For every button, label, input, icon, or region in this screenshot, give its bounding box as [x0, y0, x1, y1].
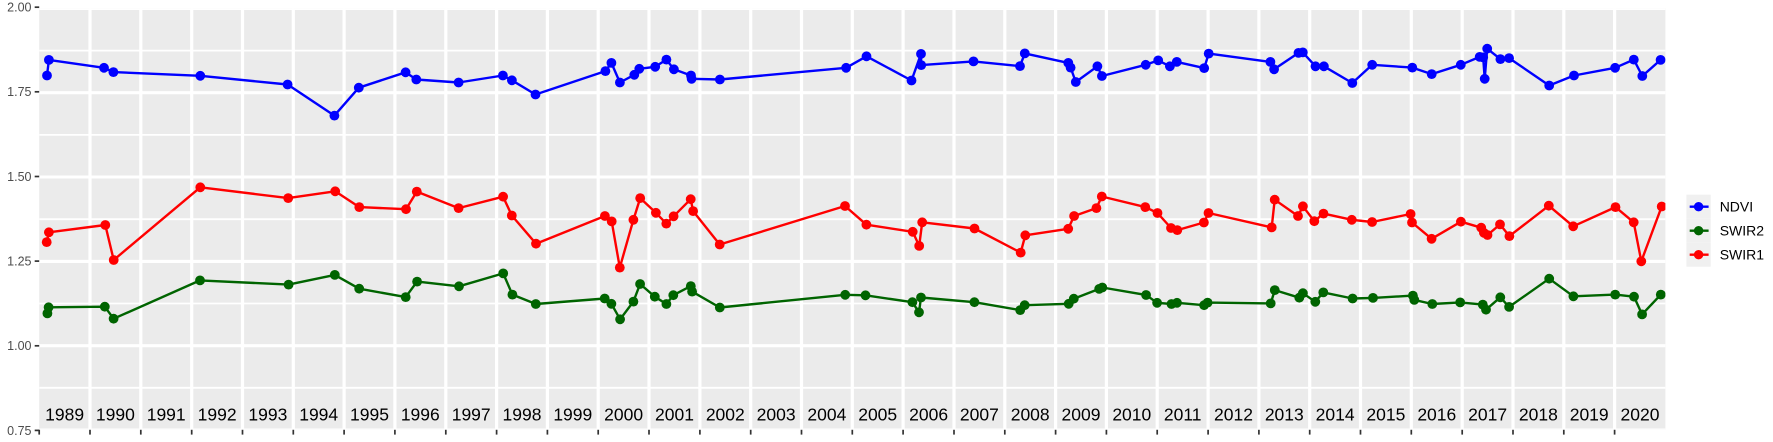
- svg-text:1999: 1999: [553, 405, 592, 425]
- svg-text:2003: 2003: [757, 405, 796, 425]
- svg-text:1.25: 1.25: [7, 255, 31, 269]
- svg-text:1.00: 1.00: [7, 339, 31, 353]
- svg-text:2016: 2016: [1417, 405, 1456, 425]
- svg-text:2005: 2005: [858, 405, 897, 425]
- svg-text:1.50: 1.50: [7, 170, 31, 184]
- svg-text:1995: 1995: [350, 405, 389, 425]
- svg-text:2001: 2001: [655, 405, 694, 425]
- svg-text:2012: 2012: [1214, 405, 1253, 425]
- svg-text:2010: 2010: [1112, 405, 1151, 425]
- svg-text:1991: 1991: [147, 405, 186, 425]
- svg-text:2002: 2002: [706, 405, 745, 425]
- svg-text:2004: 2004: [807, 405, 846, 425]
- svg-text:2009: 2009: [1062, 405, 1101, 425]
- svg-text:SWIR2: SWIR2: [1720, 223, 1765, 239]
- svg-text:2007: 2007: [960, 405, 999, 425]
- svg-text:2014: 2014: [1316, 405, 1355, 425]
- svg-text:1996: 1996: [401, 405, 440, 425]
- svg-text:1992: 1992: [198, 405, 237, 425]
- svg-text:SWIR1: SWIR1: [1720, 247, 1765, 263]
- svg-text:1.75: 1.75: [7, 85, 31, 99]
- svg-text:0.75: 0.75: [7, 424, 31, 438]
- svg-text:2000: 2000: [604, 405, 643, 425]
- svg-text:1989: 1989: [45, 405, 84, 425]
- svg-text:NDVI: NDVI: [1720, 199, 1753, 215]
- svg-text:2.00: 2.00: [7, 1, 31, 15]
- svg-text:2008: 2008: [1011, 405, 1050, 425]
- svg-text:2013: 2013: [1265, 405, 1304, 425]
- svg-text:2018: 2018: [1519, 405, 1558, 425]
- svg-text:2011: 2011: [1164, 405, 1202, 425]
- svg-text:2006: 2006: [909, 405, 948, 425]
- svg-text:1994: 1994: [299, 405, 338, 425]
- svg-text:2015: 2015: [1366, 405, 1405, 425]
- svg-text:2020: 2020: [1621, 405, 1660, 425]
- svg-text:1993: 1993: [248, 405, 287, 425]
- svg-text:1997: 1997: [452, 405, 491, 425]
- svg-text:1998: 1998: [503, 405, 542, 425]
- svg-text:1990: 1990: [96, 405, 135, 425]
- svg-text:2017: 2017: [1468, 405, 1507, 425]
- svg-text:2019: 2019: [1570, 405, 1609, 425]
